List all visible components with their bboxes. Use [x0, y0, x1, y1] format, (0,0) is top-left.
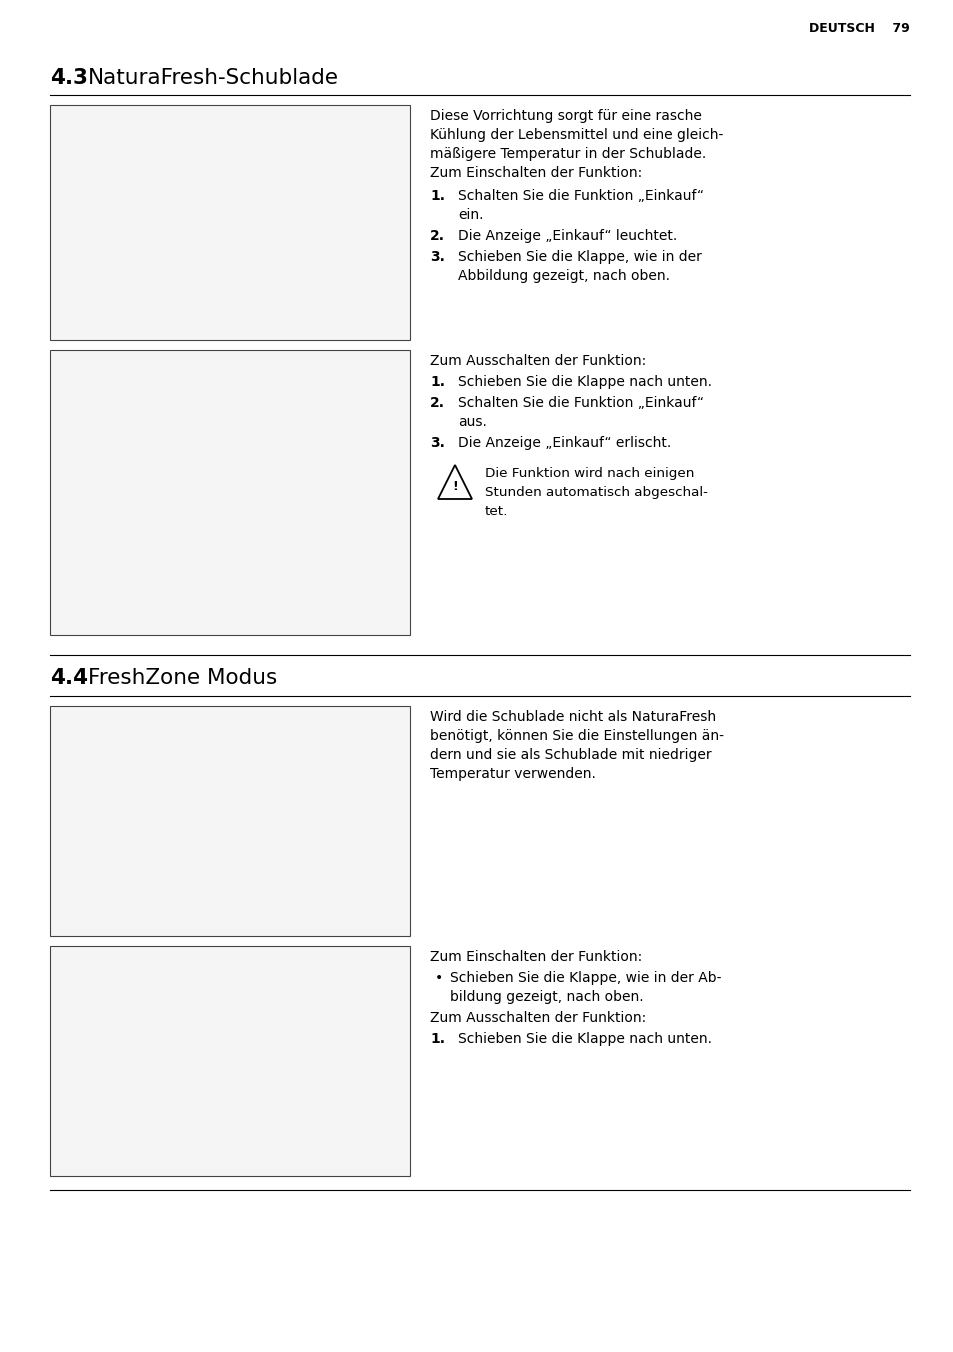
Text: bildung gezeigt, nach oben.: bildung gezeigt, nach oben. — [450, 990, 643, 1005]
Text: Schieben Sie die Klappe, wie in der: Schieben Sie die Klappe, wie in der — [457, 250, 701, 264]
Text: Die Funktion wird nach einigen: Die Funktion wird nach einigen — [484, 466, 694, 480]
Text: •: • — [435, 971, 443, 986]
Text: mäßigere Temperatur in der Schublade.: mäßigere Temperatur in der Schublade. — [430, 147, 705, 161]
Text: Zum Einschalten der Funktion:: Zum Einschalten der Funktion: — [430, 166, 641, 180]
FancyBboxPatch shape — [50, 105, 410, 339]
Text: dern und sie als Schublade mit niedriger: dern und sie als Schublade mit niedriger — [430, 748, 711, 763]
Text: Schalten Sie die Funktion „Einkauf“: Schalten Sie die Funktion „Einkauf“ — [457, 396, 703, 410]
Text: 1.: 1. — [430, 1032, 444, 1046]
Text: Zum Ausschalten der Funktion:: Zum Ausschalten der Funktion: — [430, 1011, 645, 1025]
Text: NaturaFresh-Schublade: NaturaFresh-Schublade — [88, 68, 338, 88]
FancyBboxPatch shape — [50, 350, 410, 635]
FancyBboxPatch shape — [50, 706, 410, 936]
FancyBboxPatch shape — [50, 946, 410, 1176]
Text: aus.: aus. — [457, 415, 486, 429]
Text: Temperatur verwenden.: Temperatur verwenden. — [430, 767, 596, 781]
Text: Schalten Sie die Funktion „Einkauf“: Schalten Sie die Funktion „Einkauf“ — [457, 189, 703, 203]
Text: FreshZone Modus: FreshZone Modus — [88, 668, 277, 688]
Text: Die Anzeige „Einkauf“ leuchtet.: Die Anzeige „Einkauf“ leuchtet. — [457, 228, 677, 243]
Text: benötigt, können Sie die Einstellungen än-: benötigt, können Sie die Einstellungen ä… — [430, 729, 723, 744]
Text: Diese Vorrichtung sorgt für eine rasche: Diese Vorrichtung sorgt für eine rasche — [430, 110, 701, 123]
Text: Zum Ausschalten der Funktion:: Zum Ausschalten der Funktion: — [430, 354, 645, 368]
Text: Abbildung gezeigt, nach oben.: Abbildung gezeigt, nach oben. — [457, 269, 669, 283]
Text: 3.: 3. — [430, 250, 444, 264]
Text: Stunden automatisch abgeschal-: Stunden automatisch abgeschal- — [484, 485, 707, 499]
Text: 2.: 2. — [430, 228, 444, 243]
Text: Schieben Sie die Klappe nach unten.: Schieben Sie die Klappe nach unten. — [457, 375, 711, 389]
Text: 4.4: 4.4 — [50, 668, 88, 688]
Text: 1.: 1. — [430, 375, 444, 389]
Text: Die Anzeige „Einkauf“ erlischt.: Die Anzeige „Einkauf“ erlischt. — [457, 435, 671, 450]
Text: Zum Einschalten der Funktion:: Zum Einschalten der Funktion: — [430, 950, 641, 964]
Text: ein.: ein. — [457, 208, 483, 222]
Text: 4.3: 4.3 — [50, 68, 88, 88]
Text: 3.: 3. — [430, 435, 444, 450]
Text: 2.: 2. — [430, 396, 444, 410]
Text: DEUTSCH    79: DEUTSCH 79 — [808, 22, 909, 35]
Text: 1.: 1. — [430, 189, 444, 203]
Text: !: ! — [452, 480, 457, 492]
Text: Schieben Sie die Klappe nach unten.: Schieben Sie die Klappe nach unten. — [457, 1032, 711, 1046]
Text: Wird die Schublade nicht als NaturaFresh: Wird die Schublade nicht als NaturaFresh — [430, 710, 716, 725]
Text: tet.: tet. — [484, 506, 508, 518]
Text: Kühlung der Lebensmittel und eine gleich-: Kühlung der Lebensmittel und eine gleich… — [430, 128, 722, 142]
Text: Schieben Sie die Klappe, wie in der Ab-: Schieben Sie die Klappe, wie in der Ab- — [450, 971, 720, 986]
